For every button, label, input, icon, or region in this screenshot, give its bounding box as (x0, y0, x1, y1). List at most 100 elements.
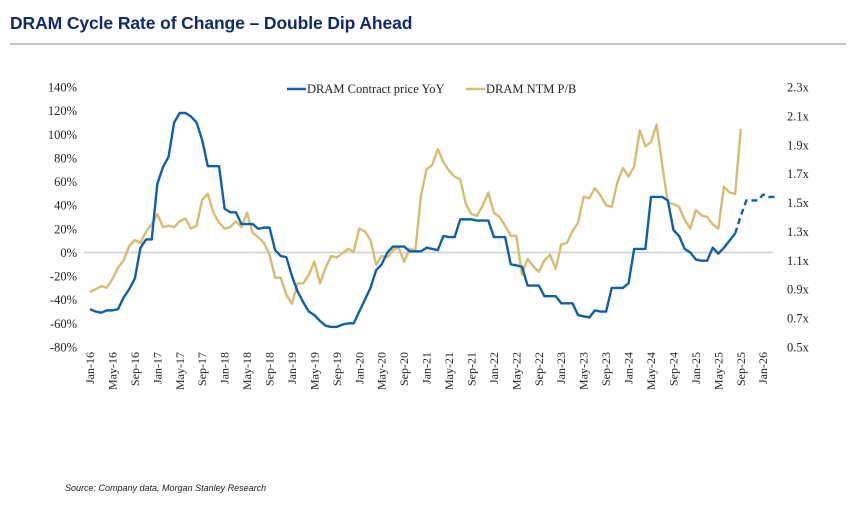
x-tick-label: Jan-26 (756, 352, 770, 384)
data-point-contract-price-yoy (313, 314, 315, 316)
data-point-contract-price-yoy (280, 255, 282, 257)
data-point-contract-price-yoy (734, 232, 736, 234)
data-point-ntm-pb (319, 282, 321, 284)
data-point-ntm-pb (106, 287, 108, 289)
data-point-ntm-pb (521, 274, 523, 276)
x-axis: Jan-16 May-16 Sep-16 Jan-17 May-17 Sep-17 Jan-… (83, 352, 770, 390)
data-point-ntm-pb (538, 271, 540, 273)
data-point-ntm-pb (139, 242, 141, 244)
data-point-ntm-pb (571, 230, 573, 232)
data-point-contract-price-yoy (521, 265, 523, 267)
right-tick-label: 0.7x (787, 312, 810, 326)
data-point-contract-price-yoy (291, 275, 293, 277)
x-tick-label: Sep-20 (397, 352, 411, 386)
data-point-ntm-pb (207, 193, 209, 195)
data-point-contract-price-yoy (515, 264, 517, 266)
data-point-ntm-pb (117, 266, 119, 268)
data-point-ntm-pb (599, 194, 601, 196)
data-point-contract-price-yoy (594, 309, 596, 311)
data-point-ntm-pb (695, 209, 697, 211)
data-point-ntm-pb (605, 204, 607, 206)
data-point-contract-price-yoy (89, 308, 91, 310)
data-point-contract-price-yoy (207, 165, 209, 167)
x-tick-label: Jan-20 (352, 352, 366, 384)
data-point-contract-price-yoy (667, 199, 669, 201)
x-tick-label: May-21 (442, 352, 456, 390)
data-point-contract-price-yoy (128, 288, 130, 290)
data-point-ntm-pb (263, 242, 265, 244)
data-point-ntm-pb (251, 232, 253, 234)
data-point-contract-price-yoy (644, 248, 646, 250)
data-point-ntm-pb (352, 250, 354, 252)
series-line-ntm-pb (89, 123, 742, 305)
data-point-ntm-pb (616, 181, 618, 183)
data-point-ntm-pb (341, 252, 343, 254)
chart-svg: -80% -60% -40% -20% 0% 20% 40% 60% 80% 100% 120% 14… (48, 81, 810, 391)
x-tick-label: May-25 (711, 352, 725, 390)
data-point-ntm-pb (347, 248, 349, 250)
data-point-contract-price-yoy (605, 310, 607, 312)
data-point-contract-price-yoy (560, 302, 562, 304)
data-point-ntm-pb (246, 211, 248, 213)
data-point-contract-price-yoy (201, 139, 203, 141)
data-point-contract-price-yoy (139, 247, 141, 249)
data-point-contract-price-yoy (476, 219, 478, 221)
data-point-ntm-pb (672, 203, 674, 205)
data-point-ntm-pb (431, 164, 433, 166)
data-point-contract-price-yoy (263, 226, 265, 228)
data-point-ntm-pb (459, 178, 461, 180)
data-point-contract-price-yoy (504, 236, 506, 238)
left-tick-label: 100% (48, 128, 77, 142)
data-point-ntm-pb (689, 227, 691, 229)
data-point-contract-price-yoy (358, 310, 360, 312)
data-point-contract-price-yoy (470, 218, 472, 220)
data-point-contract-price-yoy (571, 302, 573, 304)
legend: DRAM Contract price YoY DRAM NTM P/B (287, 82, 576, 96)
x-tick-label: May-24 (644, 352, 658, 390)
data-point-contract-price-yoy (616, 287, 618, 289)
data-point-ntm-pb (728, 191, 730, 193)
data-point-ntm-pb (240, 226, 242, 228)
data-point-contract-price-yoy (122, 296, 124, 298)
data-point-contract-price-yoy (246, 223, 248, 225)
data-point-contract-price-yoy (773, 196, 775, 198)
data-point-ntm-pb (734, 193, 736, 195)
data-point-contract-price-yoy (223, 208, 225, 210)
x-tick-label: May-18 (240, 352, 254, 390)
data-point-ntm-pb (560, 243, 562, 245)
left-tick-label: 20% (54, 222, 77, 236)
data-point-contract-price-yoy (582, 315, 584, 317)
left-tick-label: 40% (54, 199, 77, 213)
data-point-contract-price-yoy (683, 248, 685, 250)
data-point-contract-price-yoy (296, 290, 298, 292)
data-point-ntm-pb (683, 219, 685, 221)
data-point-ntm-pb (633, 165, 635, 167)
data-point-contract-price-yoy (179, 112, 181, 114)
data-point-ntm-pb (403, 261, 405, 263)
data-point-ntm-pb (425, 168, 427, 170)
x-tick-label: Jan-25 (689, 352, 703, 384)
data-point-contract-price-yoy (308, 310, 310, 312)
x-tick-label: Jan-17 (150, 352, 164, 384)
data-point-contract-price-yoy (100, 312, 102, 314)
data-point-contract-price-yoy (756, 199, 758, 201)
data-point-ntm-pb (437, 148, 439, 150)
data-point-ntm-pb (145, 230, 147, 232)
data-point-contract-price-yoy (627, 282, 629, 284)
data-point-contract-price-yoy (762, 193, 764, 195)
data-point-ntm-pb (476, 214, 478, 216)
x-tick-label: May-22 (509, 352, 523, 390)
chart-title: DRAM Cycle Rate of Change – Double Dip A… (10, 13, 413, 33)
data-point-contract-price-yoy (723, 247, 725, 249)
right-tick-label: 2.3x (787, 81, 810, 95)
data-point-ntm-pb (128, 245, 130, 247)
left-tick-label: -40% (50, 293, 77, 307)
data-point-contract-price-yoy (94, 310, 96, 312)
data-point-contract-price-yoy (341, 323, 343, 325)
data-point-ntm-pb (549, 253, 551, 255)
data-point-contract-price-yoy (375, 269, 377, 271)
data-point-ntm-pb (515, 235, 517, 237)
data-point-contract-price-yoy (156, 183, 158, 185)
data-point-ntm-pb (330, 255, 332, 257)
data-point-contract-price-yoy (229, 211, 231, 213)
